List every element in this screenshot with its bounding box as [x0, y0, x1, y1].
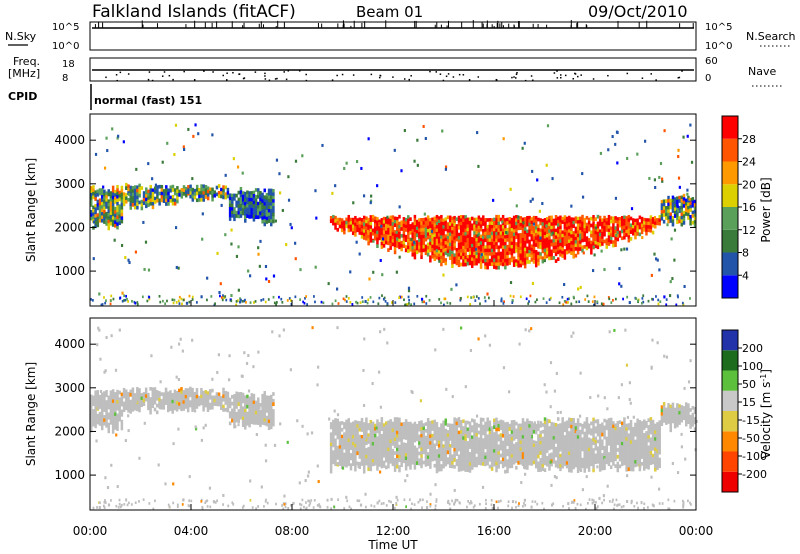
- freq-unit: [MHz]: [8, 67, 40, 80]
- y-tick-label: 2000: [54, 424, 85, 438]
- nsky-tick-bottom: 10^0: [52, 41, 79, 52]
- x-tick-label: 00:00: [679, 524, 714, 538]
- station-title: Falkland Islands (fitACF): [92, 2, 296, 22]
- power-cbar-tick: 28: [742, 133, 756, 146]
- freq-tick-top: 18: [62, 59, 75, 70]
- nsearch-label: N.Search: [746, 30, 796, 43]
- velocity-cbar-tick: -100: [742, 450, 767, 463]
- y-tick-label: 3000: [54, 381, 85, 395]
- power-cbar-tick: 12: [742, 224, 756, 237]
- power-cbar-tick: 8: [742, 247, 749, 260]
- velocity-cbar-tick: 15: [742, 396, 756, 409]
- velocity-panel: 1000 2000 3000 4000 Slant Range [km]: [24, 317, 698, 511]
- nave-label: Nave: [748, 65, 776, 78]
- x-tick-label: 16:00: [477, 524, 512, 538]
- nave-tick-top: 60: [705, 56, 718, 67]
- velocity-cbar-label: Velocity [m s-1]: [759, 369, 774, 459]
- velocity-cbar-tick: 100: [742, 360, 763, 373]
- cpid-label: CPID: [8, 90, 37, 103]
- x-axis: 00:00 04:00 08:00 12:00 16:00 20:00 00:00: [73, 300, 714, 538]
- x-tick-label: 04:00: [174, 524, 209, 538]
- date-label: 09/Oct/2010: [588, 2, 688, 21]
- velocity-cbar-tick: 200: [742, 342, 763, 355]
- nsearch-tick-top: 10^5: [705, 22, 732, 33]
- noise-strip: N.Sky 10^5 10^0 10^5 10^0 N.Search: [5, 20, 796, 52]
- velocity-colorbar: 200 100 50 15 -15 -50 -100 -200: [721, 329, 767, 493]
- x-tick-label: 00:00: [73, 524, 108, 538]
- y-tick-label: 1000: [54, 468, 85, 482]
- y-tick-label: 4000: [54, 133, 85, 147]
- nsearch-tick-bottom: 10^0: [705, 41, 732, 52]
- power-cbar-tick: 16: [742, 201, 756, 214]
- power-cbar-label: Power [dB]: [759, 177, 773, 242]
- cpid-mode: normal (fast) 151: [94, 94, 202, 107]
- power-cbar-tick: 24: [742, 156, 756, 169]
- y-tick-label: 3000: [54, 177, 85, 191]
- x-tick-label: 20:00: [578, 524, 613, 538]
- nsky-tick-top: 10^5: [52, 22, 79, 33]
- velocity-cbar-tick: -50: [742, 432, 760, 445]
- velocity-cbar-tick: -200: [742, 468, 767, 481]
- x-tick-label: 12:00: [376, 524, 411, 538]
- nsky-label: N.Sky: [5, 30, 37, 43]
- freq-tick-bottom: 8: [62, 73, 68, 84]
- power-ylabel: Slant Range [km]: [24, 158, 38, 262]
- power-colorbar: 4 8 12 16 20 24 28: [721, 115, 756, 299]
- y-tick-label: 2000: [54, 220, 85, 234]
- power-cbar-tick: 4: [742, 269, 749, 282]
- velocity-ylabel: Slant Range [km]: [24, 362, 38, 466]
- x-axis-label: Time UT: [367, 538, 418, 552]
- velocity-cbar-tick: -15: [742, 414, 760, 427]
- power-cbar-tick: 20: [742, 178, 756, 191]
- freq-strip: Freq. [MHz] 18 8 60 0 Nave: [8, 55, 782, 87]
- y-tick-label: 4000: [54, 337, 85, 351]
- freq-label: Freq.: [13, 55, 40, 68]
- power-panel: 1000 2000 3000 4000 Slant Range [km]: [24, 113, 697, 307]
- beam-label: Beam 01: [356, 3, 423, 21]
- y-tick-label: 1000: [54, 264, 85, 278]
- nave-tick-bottom: 0: [705, 73, 711, 84]
- velocity-cbar-tick: 50: [742, 378, 756, 391]
- x-tick-label: 08:00: [275, 524, 310, 538]
